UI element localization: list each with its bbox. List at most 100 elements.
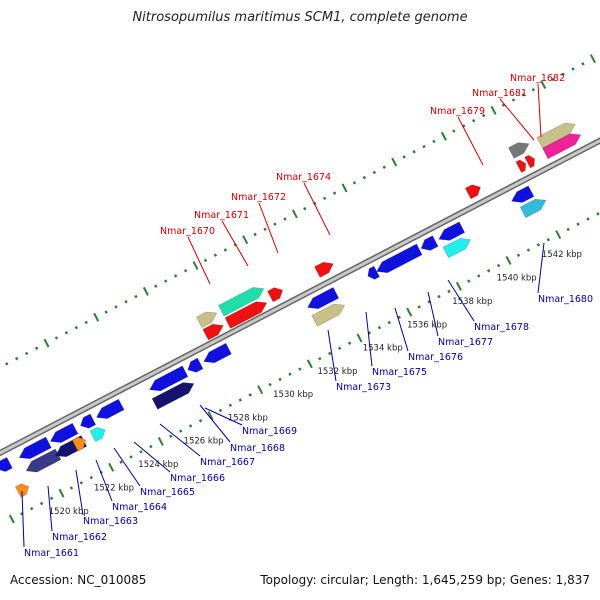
genome-backbone [0, 137, 600, 456]
gene-label: Nmar_1666 [170, 473, 225, 484]
leader-line [258, 202, 279, 254]
minor-tick [372, 170, 377, 175]
gene-feature [195, 311, 218, 329]
gene-label: Nmar_1662 [52, 532, 107, 543]
gene-label: Nmar_1682 [510, 73, 565, 84]
minor-tick [387, 320, 391, 325]
minor-tick [367, 331, 372, 335]
kbp-label: 1538 kbp [452, 297, 492, 307]
kbp-label: 1526 kbp [184, 437, 224, 447]
gene-feature [542, 133, 582, 160]
leader-line [159, 423, 201, 457]
gene-feature [0, 456, 13, 472]
leader-line [365, 311, 373, 367]
minor-tick [332, 191, 337, 195]
minor-tick [472, 119, 476, 123]
major-tick [306, 359, 313, 369]
minor-tick [79, 481, 84, 485]
minor-tick [278, 377, 282, 382]
gene-feature [224, 301, 268, 329]
gene-label: Nmar_1667 [200, 457, 255, 468]
major-tick [505, 255, 512, 265]
leader-line [327, 329, 337, 382]
major-tick [58, 488, 65, 498]
gene-label: Nmar_1678 [474, 322, 529, 333]
kbp-label: 1520 kbp [49, 507, 89, 517]
gene-feature [25, 448, 62, 473]
gene-feature [218, 287, 265, 317]
minor-tick [561, 72, 565, 76]
gene-label: Nmar_1671 [194, 210, 249, 221]
topology-summary: Topology: circular; Length: 1,645,259 bp… [260, 573, 590, 587]
gene-feature [18, 436, 52, 460]
minor-tick [298, 367, 302, 371]
minor-tick [596, 212, 600, 216]
minor-tick [417, 305, 421, 309]
gene-label: Nmar_1668 [230, 443, 285, 454]
minor-tick [303, 206, 307, 211]
leader-line [204, 407, 243, 426]
minor-tick [49, 496, 54, 501]
minor-tick [283, 217, 287, 221]
leader-line [21, 490, 25, 548]
gene-label: Nmar_1675 [372, 367, 427, 378]
accession-text: Accession: NC_010085 [10, 573, 147, 587]
minor-tick [477, 274, 481, 278]
minor-tick [516, 253, 521, 257]
gene-label: Nmar_1663 [83, 516, 138, 527]
minor-tick [20, 512, 24, 516]
minor-tick [39, 501, 44, 506]
minor-tick [452, 129, 456, 133]
major-tick [391, 157, 398, 167]
minor-tick [139, 450, 143, 454]
gene-label: Nmar_1681 [472, 88, 527, 99]
gene-label: Nmar_1676 [408, 352, 463, 363]
kbp-label: 1542 kbp [542, 250, 582, 260]
minor-tick [5, 362, 9, 366]
major-tick [157, 436, 164, 446]
minor-tick [288, 372, 292, 376]
minor-tick [179, 429, 183, 433]
gene-label: Nmar_1672 [231, 192, 286, 203]
leader-line [303, 182, 331, 236]
minor-tick [586, 217, 590, 221]
gene-feature [508, 142, 530, 159]
minor-tick [323, 196, 327, 201]
minor-tick [437, 294, 441, 299]
gene-feature [442, 238, 472, 259]
minor-tick [273, 222, 277, 226]
gene-feature [71, 436, 87, 452]
minor-tick [30, 506, 34, 511]
minor-tick [149, 444, 153, 449]
minor-tick [164, 279, 168, 283]
minor-tick [362, 175, 367, 180]
minor-tick [54, 336, 59, 340]
minor-tick [581, 62, 585, 66]
minor-tick [487, 269, 491, 273]
major-tick [555, 230, 562, 240]
leader-line [457, 116, 484, 166]
major-tick [440, 131, 447, 141]
major-tick [406, 307, 413, 317]
gene-feature [376, 243, 423, 274]
minor-tick [427, 300, 431, 304]
minor-tick [521, 93, 526, 97]
minor-tick [129, 455, 133, 459]
minor-tick [74, 325, 78, 330]
minor-tick [377, 325, 382, 330]
minor-tick [526, 248, 531, 252]
leader-line [187, 236, 211, 285]
minor-tick [183, 268, 188, 273]
minor-tick [337, 346, 342, 351]
leader-line [394, 307, 409, 352]
gene-feature [464, 184, 481, 200]
gene-feature [524, 154, 535, 169]
minor-tick [382, 165, 386, 169]
leader-line [447, 279, 475, 322]
minor-tick [551, 77, 555, 82]
gene-feature [149, 365, 189, 392]
minor-tick [447, 289, 451, 294]
minor-tick [496, 263, 501, 268]
gene-label: Nmar_1669 [242, 426, 297, 437]
minor-tick [328, 351, 332, 356]
